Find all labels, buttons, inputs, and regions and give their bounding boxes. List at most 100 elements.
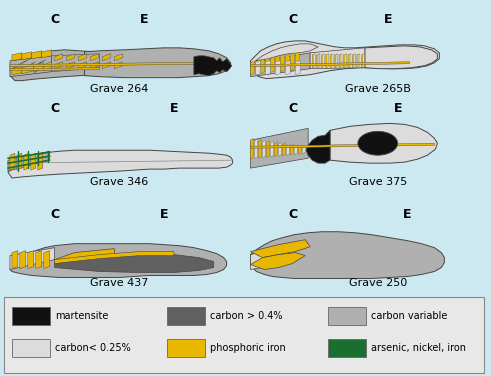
Polygon shape [331, 54, 333, 68]
Text: Grave 265B: Grave 265B [345, 83, 410, 94]
Polygon shape [12, 251, 18, 268]
Polygon shape [295, 52, 299, 70]
Polygon shape [255, 44, 318, 61]
Polygon shape [254, 139, 257, 159]
Polygon shape [10, 56, 52, 77]
Polygon shape [295, 61, 300, 75]
Polygon shape [285, 54, 289, 71]
Text: Grave 375: Grave 375 [349, 177, 407, 187]
Polygon shape [42, 50, 52, 58]
Text: E: E [140, 12, 148, 26]
Polygon shape [34, 63, 44, 72]
Polygon shape [12, 53, 22, 61]
Text: carbon< 0.25%: carbon< 0.25% [55, 343, 131, 353]
Polygon shape [90, 54, 98, 61]
Polygon shape [36, 251, 42, 268]
Polygon shape [255, 61, 260, 75]
Polygon shape [290, 144, 293, 155]
Text: C: C [289, 208, 298, 221]
Polygon shape [250, 253, 305, 270]
Polygon shape [31, 153, 36, 170]
Text: Grave 346: Grave 346 [90, 177, 148, 187]
Polygon shape [12, 59, 30, 69]
Polygon shape [336, 54, 337, 68]
Polygon shape [34, 63, 52, 73]
Polygon shape [327, 54, 328, 68]
Polygon shape [10, 153, 15, 170]
Polygon shape [38, 153, 43, 170]
Ellipse shape [358, 131, 398, 155]
Polygon shape [67, 54, 75, 61]
Polygon shape [250, 240, 310, 258]
Polygon shape [323, 54, 324, 68]
Polygon shape [250, 248, 278, 270]
Polygon shape [52, 54, 99, 72]
Text: C: C [289, 12, 298, 26]
Polygon shape [12, 67, 22, 75]
Text: C: C [50, 208, 59, 221]
Polygon shape [326, 54, 328, 68]
Polygon shape [314, 54, 315, 68]
Polygon shape [44, 62, 52, 71]
Polygon shape [365, 46, 437, 69]
Polygon shape [28, 60, 46, 70]
Polygon shape [55, 249, 114, 265]
Polygon shape [250, 232, 444, 279]
Polygon shape [267, 141, 270, 158]
Text: E: E [170, 102, 178, 115]
Polygon shape [286, 144, 289, 156]
Polygon shape [167, 339, 205, 357]
Polygon shape [282, 143, 285, 156]
Polygon shape [275, 56, 279, 72]
Polygon shape [330, 123, 437, 163]
Polygon shape [280, 55, 284, 72]
Polygon shape [350, 54, 351, 68]
Polygon shape [84, 48, 231, 78]
Polygon shape [258, 139, 261, 158]
Polygon shape [55, 54, 63, 61]
Polygon shape [262, 140, 266, 158]
Polygon shape [363, 54, 364, 68]
Polygon shape [250, 62, 409, 67]
Polygon shape [250, 138, 253, 159]
Polygon shape [10, 244, 227, 277]
Text: E: E [383, 12, 392, 26]
Polygon shape [8, 151, 50, 171]
Text: Grave 264: Grave 264 [90, 83, 148, 94]
Polygon shape [294, 145, 297, 155]
Polygon shape [79, 62, 86, 69]
Polygon shape [12, 307, 50, 325]
Polygon shape [167, 307, 205, 325]
Polygon shape [12, 339, 50, 357]
Text: Grave 437: Grave 437 [90, 279, 148, 288]
Polygon shape [250, 53, 310, 77]
Polygon shape [260, 59, 265, 74]
Polygon shape [114, 54, 122, 61]
Polygon shape [250, 41, 439, 79]
Polygon shape [312, 54, 315, 68]
Polygon shape [285, 61, 290, 75]
Polygon shape [28, 251, 34, 268]
Polygon shape [55, 255, 214, 273]
Polygon shape [44, 251, 50, 268]
Polygon shape [55, 62, 63, 69]
Text: C: C [50, 12, 59, 26]
Polygon shape [353, 54, 355, 68]
Polygon shape [357, 54, 360, 68]
Polygon shape [318, 54, 320, 68]
Polygon shape [90, 62, 98, 69]
Text: phosphoric iron: phosphoric iron [210, 343, 285, 353]
Polygon shape [361, 54, 364, 68]
Polygon shape [10, 68, 99, 71]
Polygon shape [250, 61, 254, 75]
Polygon shape [343, 54, 347, 68]
Polygon shape [103, 54, 110, 61]
Text: E: E [393, 102, 402, 115]
Polygon shape [67, 62, 75, 69]
Polygon shape [358, 54, 360, 68]
Polygon shape [24, 153, 29, 170]
Text: E: E [403, 208, 412, 221]
Polygon shape [22, 65, 34, 74]
Polygon shape [18, 62, 36, 72]
Polygon shape [271, 141, 273, 157]
